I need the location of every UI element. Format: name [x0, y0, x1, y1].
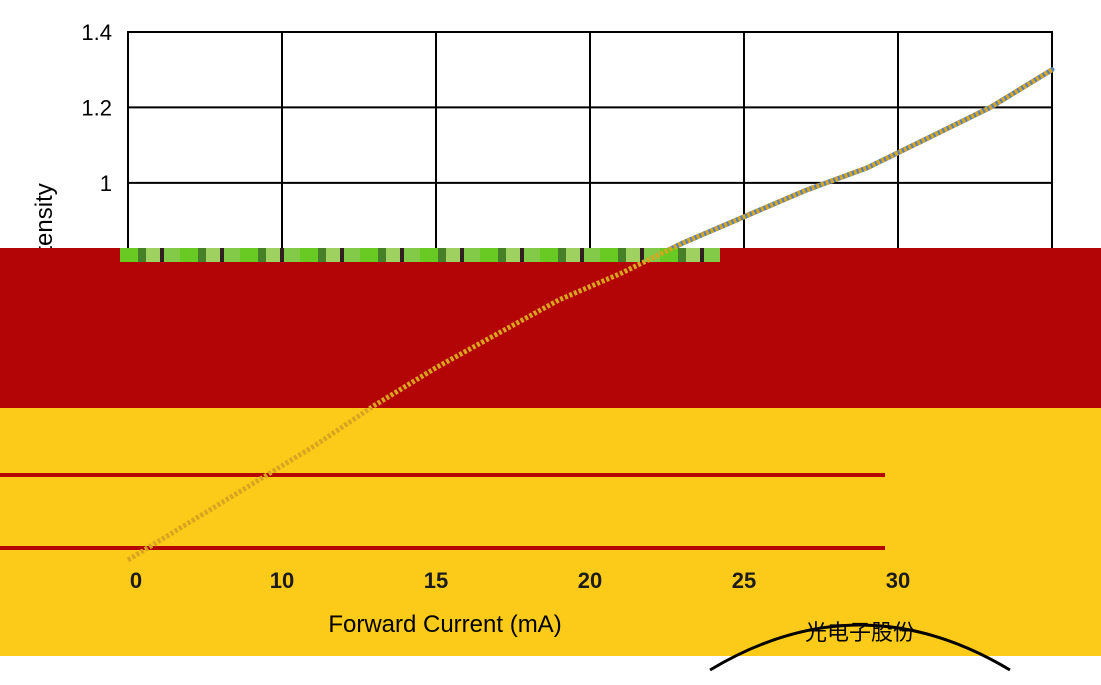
x-axis-tick-labels: 0 10 15 20 25 30 [130, 568, 910, 593]
stamp-seal: 光电子股份 [709, 621, 1011, 672]
x-tick-label: 20 [578, 568, 602, 593]
noise-strip [120, 248, 720, 262]
stamp-text: 光电子股份 [805, 621, 915, 646]
x-tick-label: 10 [270, 568, 294, 593]
company-stamp: 光电子股份 [700, 600, 1020, 680]
x-axis-title: Forward Current (mA) [328, 611, 561, 638]
x-tick-label: 15 [424, 568, 448, 593]
x-tick-label: 25 [732, 568, 756, 593]
overlay-layer: 0 10 15 20 25 30 Forward Current (mA) [126, 67, 1054, 638]
x-tick-label: 30 [886, 568, 910, 593]
x-tick-label: 0 [130, 568, 142, 593]
y-tick-label: 1 [100, 171, 112, 196]
band-line [0, 473, 885, 477]
yellow-overlay-band [0, 408, 1101, 656]
y-tick-label: 1.2 [81, 95, 112, 120]
band-line [0, 546, 885, 550]
y-tick-label: 1.4 [81, 20, 112, 45]
red-overlay-band [0, 248, 1101, 408]
series-line-ghost [126, 67, 1054, 563]
